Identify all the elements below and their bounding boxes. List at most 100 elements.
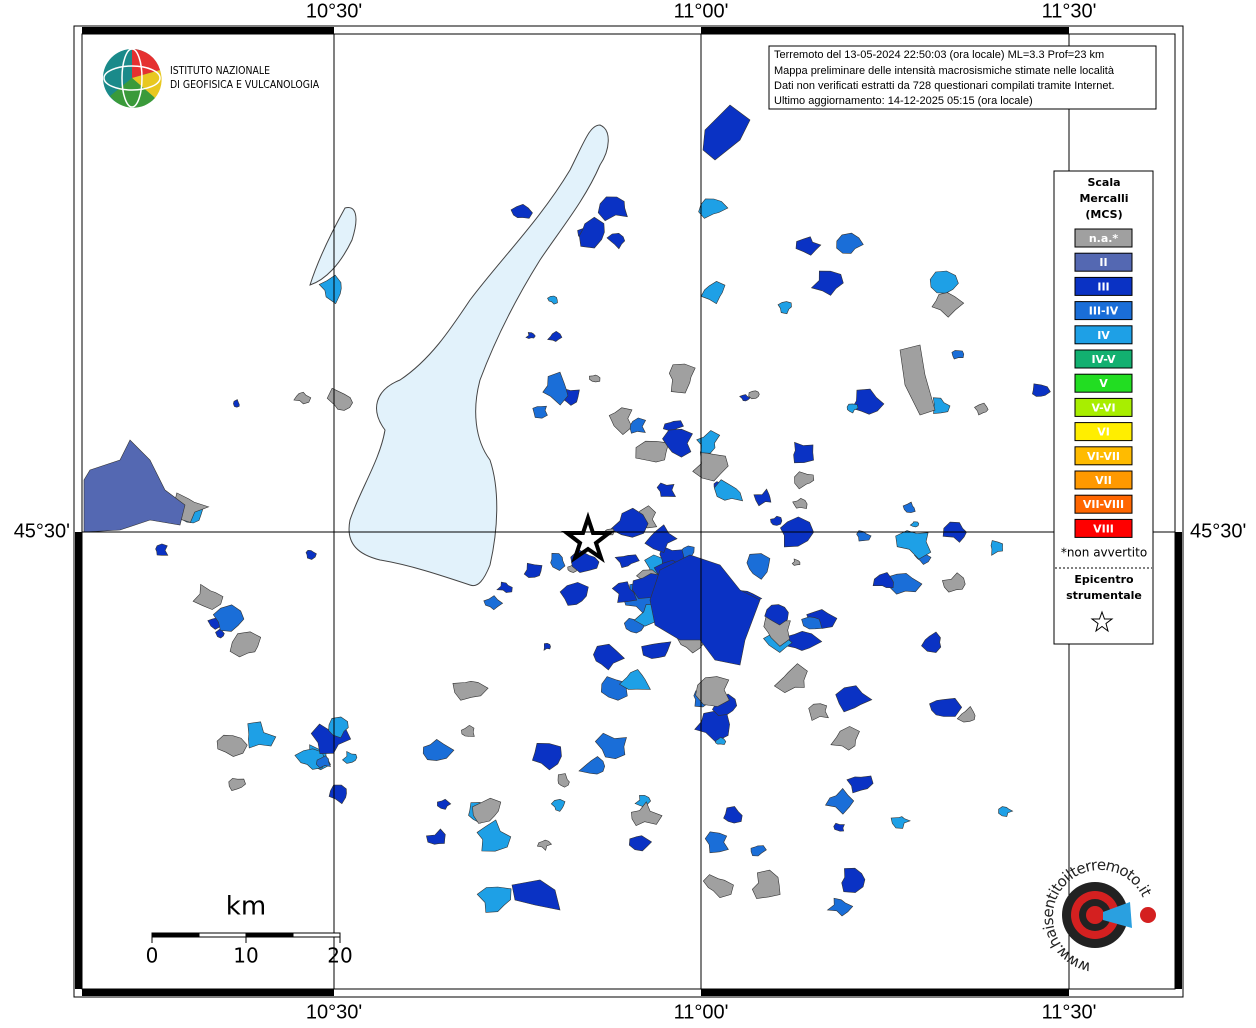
legend-note: *non avvertito (1061, 546, 1147, 560)
area (931, 292, 965, 318)
scale-label: 10 (233, 944, 258, 968)
area (619, 669, 651, 690)
area (510, 203, 533, 219)
area (547, 295, 558, 305)
area (830, 726, 860, 751)
scale-segment (151, 932, 200, 938)
area (228, 778, 246, 791)
area (890, 816, 911, 829)
area (426, 828, 446, 845)
area (511, 879, 561, 911)
lake-garda (348, 124, 609, 587)
area (476, 886, 512, 913)
scale-unit: km (226, 892, 266, 922)
info-line: Terremoto del 13-05-2024 22:50:03 (ora l… (774, 49, 1104, 61)
area (929, 697, 963, 717)
area (899, 344, 936, 416)
legend-swatch (1074, 252, 1133, 272)
area (247, 721, 277, 749)
scale-segment (292, 932, 341, 938)
legend-label: VI-VII (1087, 450, 1120, 463)
area (611, 581, 638, 603)
ingv-logo: ISTITUTO NAZIONALE DI GEOFISICA E VULCAN… (103, 48, 319, 108)
area (437, 798, 452, 810)
legend-swatch (1074, 422, 1133, 442)
area (698, 198, 729, 219)
area (808, 703, 829, 721)
area (713, 479, 744, 502)
area (792, 498, 808, 509)
area (702, 104, 751, 161)
legend-title: Scala (1087, 176, 1120, 189)
area (559, 582, 589, 606)
area (532, 742, 562, 771)
area (696, 430, 721, 454)
info-line: Mappa preliminare delle intensità macros… (774, 65, 1115, 77)
area (841, 867, 866, 893)
legend-label: III (1097, 280, 1109, 293)
info-line: Dati non verificati estratti da 728 ques… (774, 80, 1115, 92)
institute-line: DI GEOFISICA E VULCANOLOGIA (170, 80, 319, 92)
area (216, 734, 248, 757)
area (525, 332, 536, 339)
area (833, 822, 845, 832)
area (836, 232, 864, 254)
area (929, 270, 959, 294)
area (229, 631, 262, 658)
area (998, 806, 1014, 817)
legend-label: II (1099, 256, 1107, 269)
area (826, 897, 854, 917)
area (794, 471, 815, 490)
map-border (81, 33, 1176, 990)
lat-label: 45°30' (1190, 520, 1246, 542)
scale-label: 20 (327, 944, 352, 968)
legend-label: VII-VIII (1083, 498, 1124, 511)
epicenter-star (561, 511, 615, 564)
area (951, 350, 965, 360)
area (751, 869, 781, 899)
scale-segment (198, 932, 247, 938)
lat-label: 45°30' (14, 520, 70, 542)
area (810, 270, 844, 296)
legend-swatch (1074, 518, 1133, 538)
area (547, 330, 563, 342)
area (628, 835, 653, 852)
area (192, 583, 224, 610)
area (452, 680, 489, 701)
area (835, 685, 873, 713)
lon-label: 11°30' (1042, 1001, 1097, 1023)
area (316, 755, 331, 769)
area (649, 554, 761, 666)
area (635, 440, 669, 463)
area (974, 402, 989, 416)
area (606, 232, 626, 250)
area (542, 371, 569, 406)
area (700, 281, 726, 305)
area (750, 845, 767, 857)
area (753, 488, 772, 507)
area (746, 553, 771, 580)
area (593, 643, 625, 671)
area (770, 515, 783, 526)
legend-label: V (1099, 377, 1108, 390)
area (895, 530, 932, 560)
lon-label: 11°30' (1042, 0, 1097, 22)
institute-line: ISTITUTO NAZIONALE (170, 66, 270, 78)
area (293, 391, 312, 405)
area (233, 399, 240, 408)
area (589, 374, 601, 383)
area (846, 775, 874, 794)
legend-swatch (1074, 349, 1133, 369)
legend-epicenter: Epicentro (1074, 573, 1134, 586)
legend-title: (MCS) (1085, 208, 1122, 221)
area (990, 540, 1003, 556)
legend-swatch (1074, 276, 1133, 296)
area (496, 581, 513, 593)
legend-label: VII (1095, 474, 1112, 487)
area (578, 216, 605, 249)
area (902, 501, 916, 513)
area (825, 788, 855, 815)
area (212, 604, 245, 632)
